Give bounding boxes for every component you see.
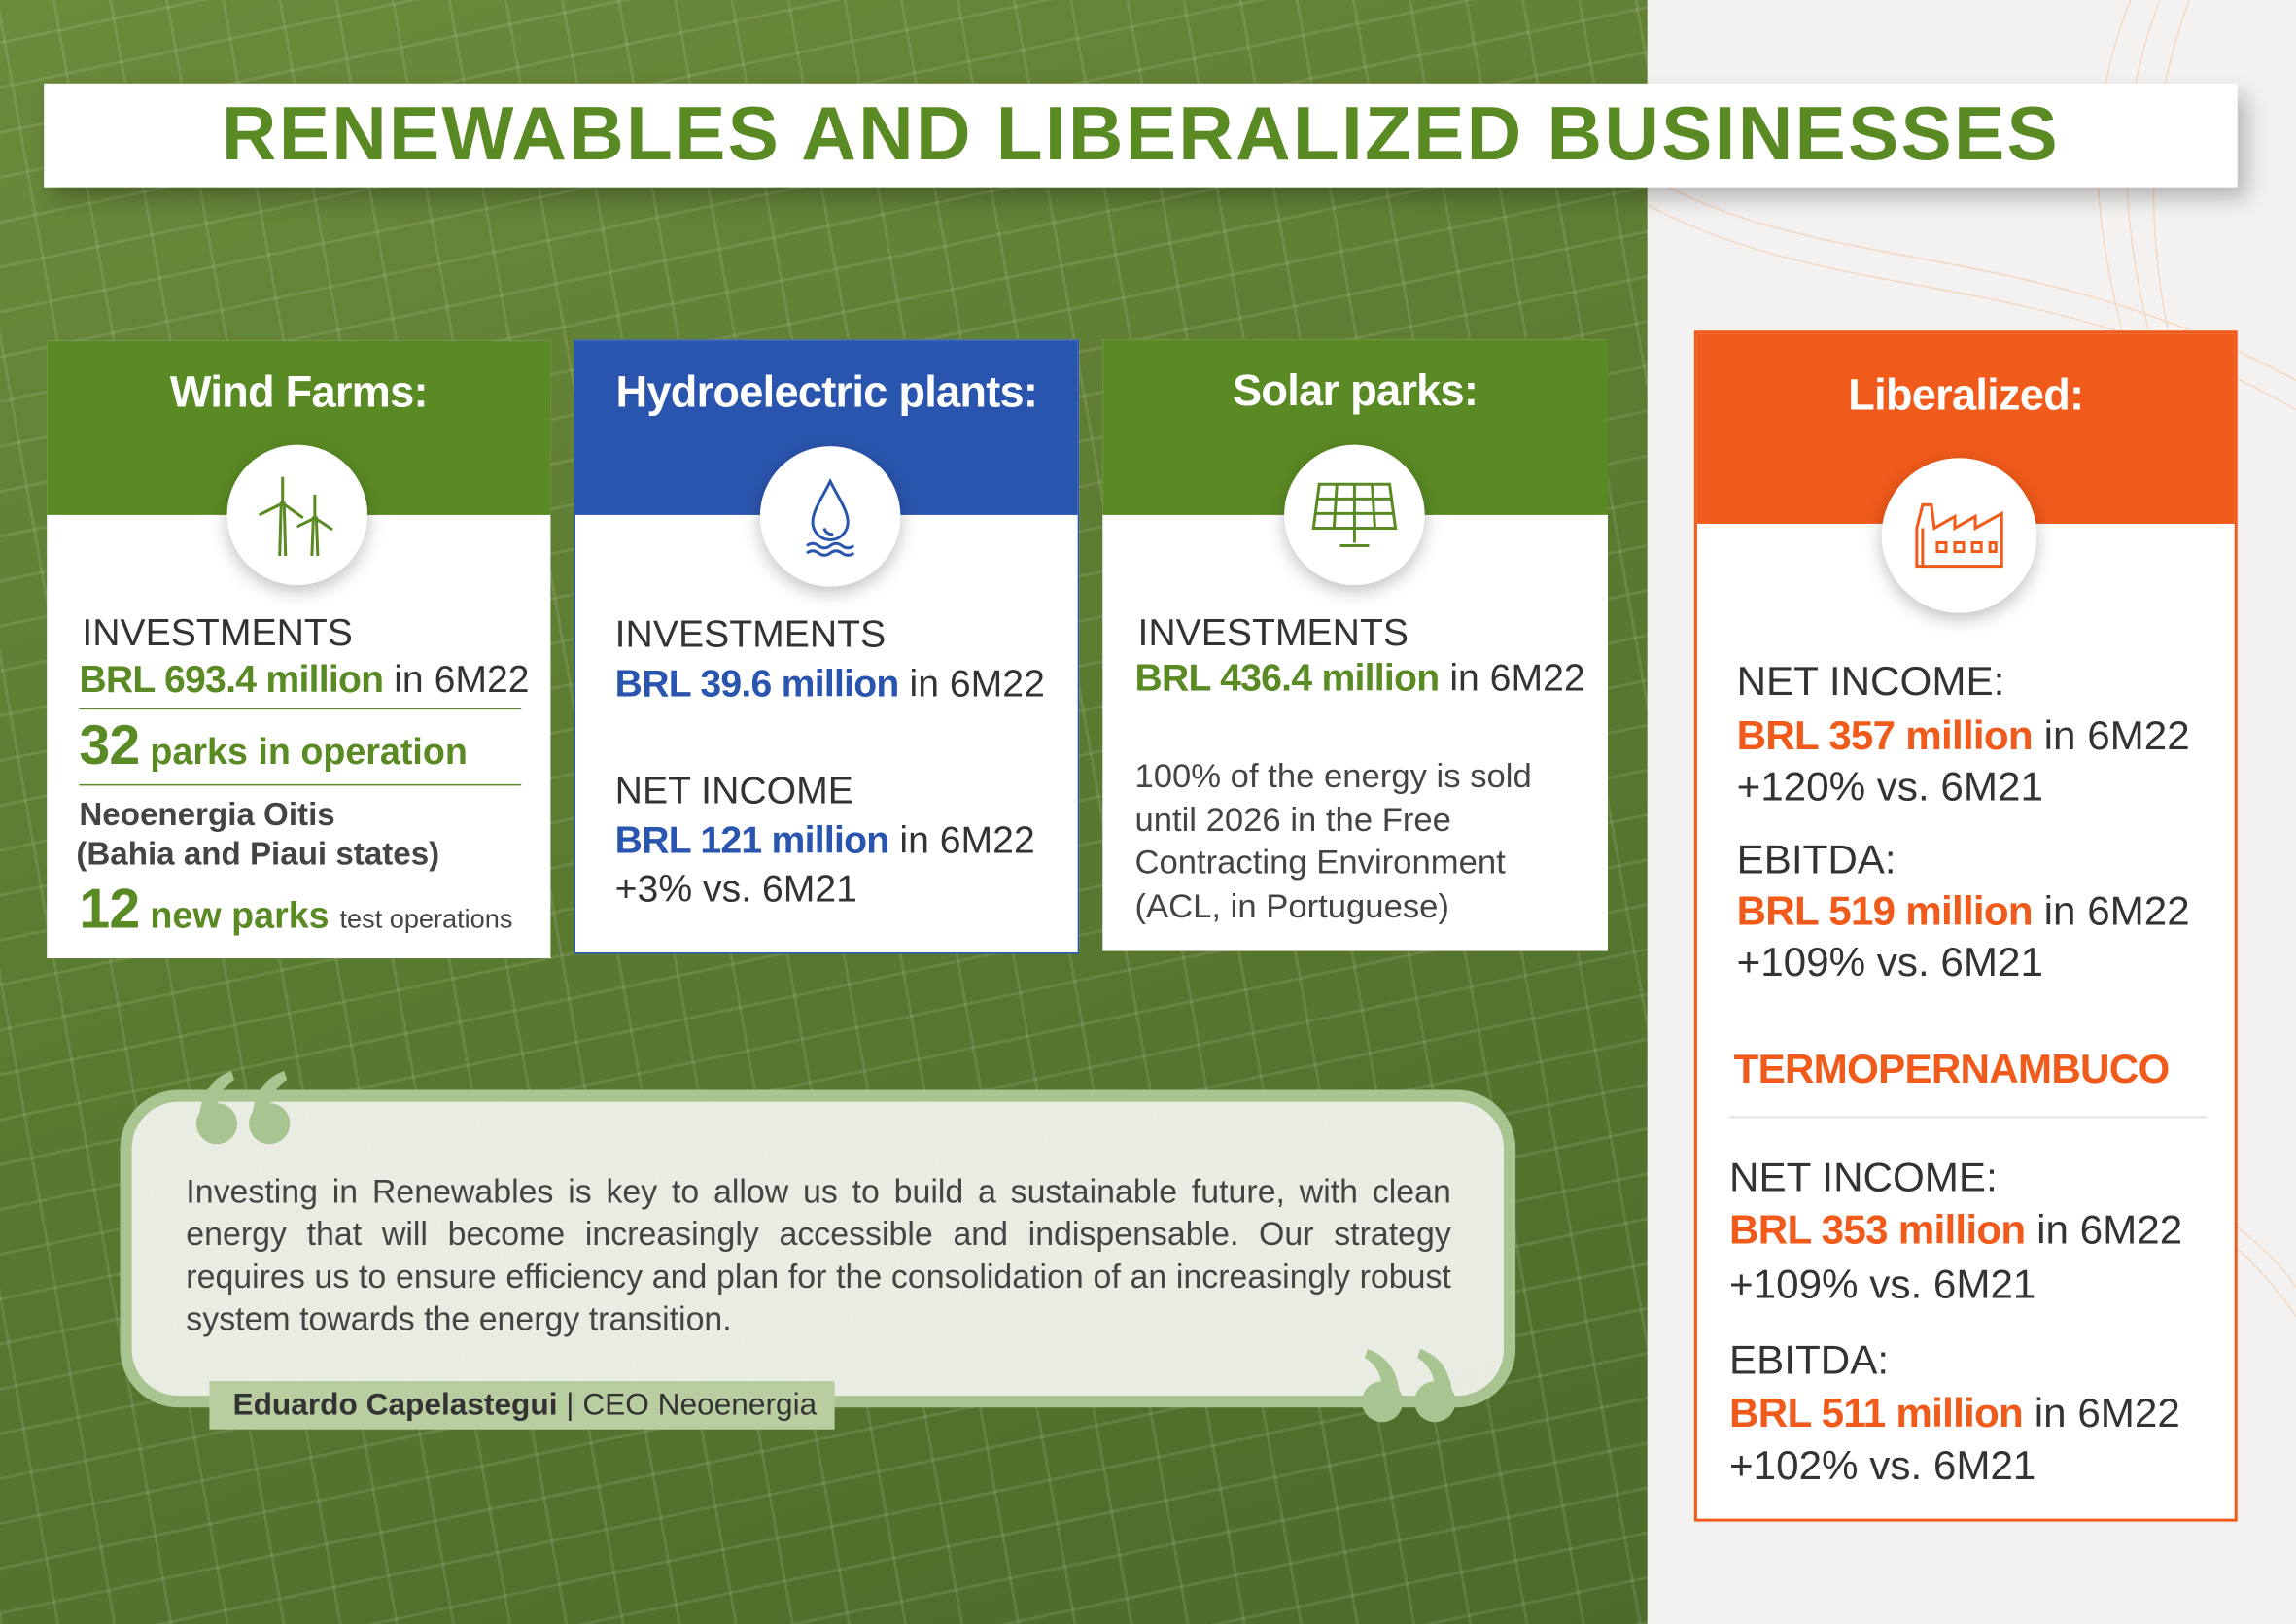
value: BRL 357 million bbox=[1736, 712, 2034, 758]
label: EBITDA: bbox=[1736, 837, 1896, 882]
role: | CEO Neoenergia bbox=[566, 1388, 818, 1423]
quote-text: Investing in Renewables is key to allow … bbox=[186, 1173, 1451, 1337]
change: +109% vs. 6M21 bbox=[1736, 939, 2043, 985]
project: Neoenergia Oitis bbox=[79, 795, 335, 833]
divider bbox=[1729, 1116, 2208, 1119]
change: +3% vs. 6M21 bbox=[614, 866, 857, 911]
page-title: RENEWABLES AND LIBERALIZED BUSINESSES bbox=[44, 83, 2238, 188]
open-quote-mark bbox=[195, 1070, 291, 1145]
count: 32 bbox=[79, 715, 140, 777]
text: new parks bbox=[150, 895, 330, 937]
text: parks in operation bbox=[150, 731, 468, 773]
value: BRL 693.4 million bbox=[79, 656, 384, 702]
liberalized-card: Liberalized: NET INCOME: BRL 357 million… bbox=[1693, 330, 2238, 1522]
author: Eduardo Capelastegui bbox=[232, 1388, 558, 1423]
value: BRL 39.6 million bbox=[614, 661, 900, 706]
period: in 6M22 bbox=[2036, 1206, 2183, 1253]
change: +109% vs. 6M21 bbox=[1729, 1261, 2036, 1307]
change: +120% vs. 6M21 bbox=[1736, 763, 2043, 810]
value: BRL 353 million bbox=[1729, 1206, 2026, 1253]
divider bbox=[79, 708, 522, 710]
subsidiary-name: TERMOPERNAMBUCO bbox=[1733, 1046, 2171, 1092]
period: in 6M22 bbox=[2034, 1390, 2180, 1435]
period: in 6M22 bbox=[1449, 655, 1585, 700]
label: INVESTMENTS bbox=[1137, 609, 1409, 654]
label: EBITDA: bbox=[1729, 1336, 1890, 1383]
note-line: (ACL, in Portuguese) bbox=[1134, 886, 1449, 925]
label: INVESTMENTS bbox=[82, 609, 353, 654]
solar-card: Solar parks: INVESTMENTS BRL 436.4 milli… bbox=[1102, 339, 1609, 951]
wind-card: Wind Farms: INVESTMENTS BRL 693.4 millio… bbox=[47, 340, 551, 959]
count: 12 bbox=[79, 879, 140, 941]
period: in 6M22 bbox=[394, 656, 530, 702]
value: BRL 121 million bbox=[614, 817, 890, 862]
divider bbox=[79, 783, 522, 786]
change: +102% vs. 6M21 bbox=[1729, 1442, 2036, 1489]
value: BRL 436.4 million bbox=[1134, 655, 1440, 700]
wind-icon bbox=[226, 444, 368, 586]
note: test operations bbox=[339, 904, 513, 934]
label: NET INCOME bbox=[614, 768, 853, 812]
factory-icon bbox=[1881, 458, 2037, 613]
hydro-card: Hydroelectric plants: INVESTMENTS BRL 39… bbox=[574, 339, 1080, 954]
period: in 6M22 bbox=[899, 817, 1035, 862]
value-line: BRL 693.4 million in 6M22 bbox=[79, 657, 529, 703]
value: BRL 519 million bbox=[1736, 887, 2034, 934]
project-location: (Bahia and Piaui states) bbox=[76, 835, 440, 873]
note-line: 100% of the energy is sold bbox=[1134, 756, 1532, 795]
quote-attribution: Eduardo Capelastegui | CEO Neoenergia bbox=[209, 1381, 835, 1430]
note-line: until 2026 in the Free bbox=[1134, 800, 1451, 839]
period: in 6M22 bbox=[2043, 887, 2190, 934]
label: NET INCOME: bbox=[1729, 1154, 1998, 1200]
value: BRL 511 million bbox=[1729, 1390, 2024, 1435]
period: in 6M22 bbox=[909, 661, 1045, 706]
note-line: Contracting Environment bbox=[1134, 843, 1506, 881]
close-quote-mark bbox=[1361, 1348, 1456, 1423]
period: in 6M22 bbox=[2043, 712, 2190, 758]
water-icon bbox=[759, 446, 901, 587]
card-title: Liberalized: bbox=[1696, 333, 2235, 524]
label: NET INCOME: bbox=[1736, 658, 2005, 705]
label: INVESTMENTS bbox=[614, 611, 887, 656]
solar-icon bbox=[1284, 444, 1425, 586]
